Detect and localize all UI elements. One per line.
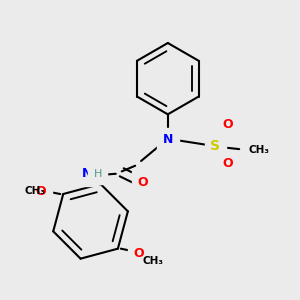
Text: CH₃: CH₃ xyxy=(142,256,163,266)
Text: O: O xyxy=(36,184,46,197)
Text: CH₃: CH₃ xyxy=(248,145,269,155)
Text: S: S xyxy=(210,139,220,152)
Text: N: N xyxy=(163,133,173,146)
Text: O: O xyxy=(137,176,148,189)
Text: CH₃: CH₃ xyxy=(25,186,46,196)
Text: O: O xyxy=(222,157,232,170)
Text: H: H xyxy=(94,169,102,179)
Text: O: O xyxy=(134,247,144,260)
Text: N: N xyxy=(82,167,92,180)
Text: O: O xyxy=(222,118,232,131)
